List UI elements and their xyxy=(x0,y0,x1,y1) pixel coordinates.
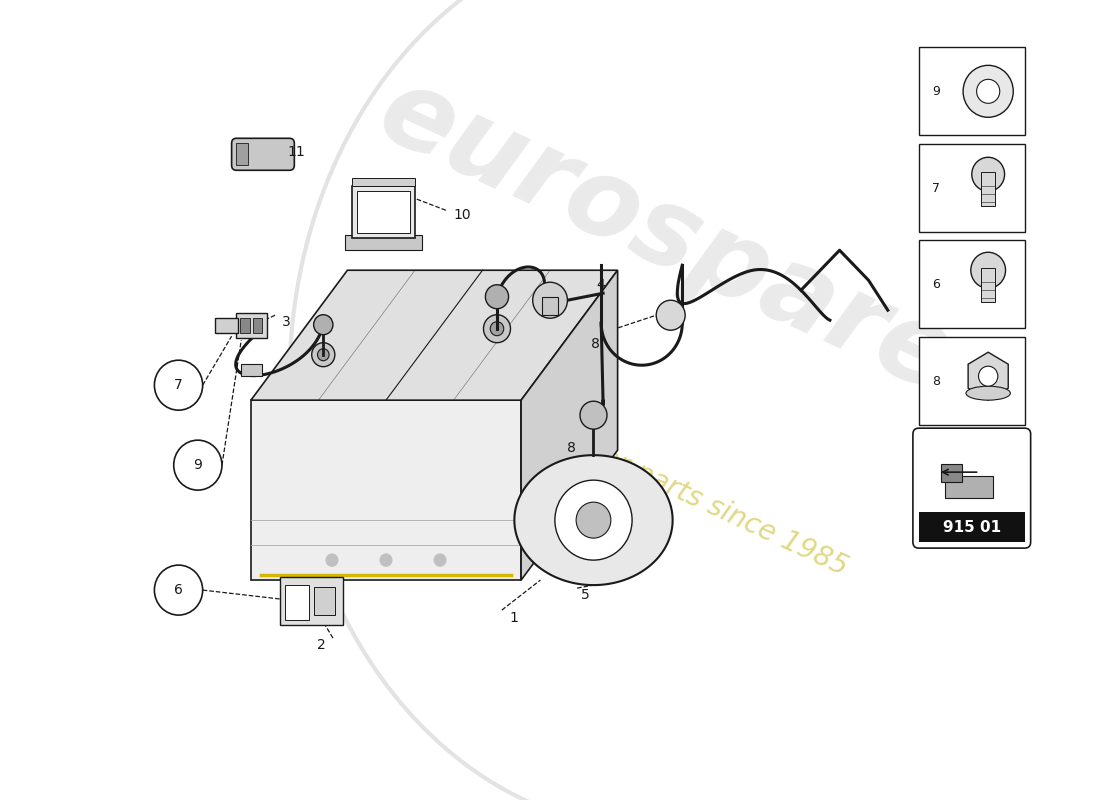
Bar xyxy=(279,577,342,625)
Text: 8: 8 xyxy=(932,374,940,388)
Bar xyxy=(240,318,250,334)
Bar xyxy=(241,364,263,376)
Bar xyxy=(285,585,309,620)
Text: 3: 3 xyxy=(282,315,290,330)
Text: 9: 9 xyxy=(194,458,202,472)
FancyBboxPatch shape xyxy=(913,428,1031,548)
Circle shape xyxy=(971,158,1004,191)
Circle shape xyxy=(485,285,508,309)
Text: 1: 1 xyxy=(509,611,518,625)
Text: 9: 9 xyxy=(932,85,940,98)
Text: 7: 7 xyxy=(932,182,940,194)
Circle shape xyxy=(434,554,446,566)
FancyBboxPatch shape xyxy=(232,138,295,170)
Circle shape xyxy=(311,342,334,366)
Bar xyxy=(352,186,415,238)
Bar xyxy=(314,587,334,615)
Bar xyxy=(945,476,993,498)
Circle shape xyxy=(964,66,1013,118)
Bar xyxy=(358,191,410,234)
Circle shape xyxy=(576,502,610,538)
Text: eurospares: eurospares xyxy=(362,58,1027,443)
Text: 6: 6 xyxy=(932,278,940,290)
Bar xyxy=(236,314,267,338)
Polygon shape xyxy=(521,270,617,580)
Bar xyxy=(918,338,1025,425)
Circle shape xyxy=(154,360,202,410)
Bar xyxy=(253,318,263,334)
Circle shape xyxy=(977,79,1000,103)
Text: 4: 4 xyxy=(596,278,605,292)
Bar xyxy=(918,144,1025,232)
Bar xyxy=(918,240,1025,328)
Circle shape xyxy=(580,401,607,429)
Bar xyxy=(542,298,558,315)
Bar xyxy=(352,178,415,186)
Text: 915 01: 915 01 xyxy=(943,520,1001,534)
Circle shape xyxy=(532,282,568,318)
Circle shape xyxy=(971,252,1005,288)
Bar xyxy=(236,143,248,166)
Circle shape xyxy=(484,314,510,342)
Bar xyxy=(940,464,962,482)
Text: 2: 2 xyxy=(317,638,326,652)
Circle shape xyxy=(554,480,632,560)
Circle shape xyxy=(174,440,222,490)
Bar xyxy=(918,512,1025,542)
Text: a passion for parts since 1985: a passion for parts since 1985 xyxy=(460,378,852,582)
Circle shape xyxy=(327,554,338,566)
Text: 7: 7 xyxy=(174,378,183,392)
Circle shape xyxy=(491,322,504,336)
Circle shape xyxy=(381,554,392,566)
Circle shape xyxy=(979,366,998,386)
Bar xyxy=(918,47,1025,135)
Text: 6: 6 xyxy=(174,583,183,597)
Text: 10: 10 xyxy=(453,208,471,222)
Bar xyxy=(344,235,421,250)
Circle shape xyxy=(314,314,333,334)
Text: 8: 8 xyxy=(591,338,600,351)
Ellipse shape xyxy=(966,386,1011,400)
Polygon shape xyxy=(515,455,672,585)
Polygon shape xyxy=(251,270,617,400)
Circle shape xyxy=(154,565,202,615)
Polygon shape xyxy=(251,400,521,580)
Bar xyxy=(981,268,994,302)
Bar xyxy=(981,172,994,206)
Circle shape xyxy=(318,349,329,361)
Text: 11: 11 xyxy=(287,146,306,159)
Circle shape xyxy=(657,300,685,330)
Bar xyxy=(216,318,239,334)
Text: 5: 5 xyxy=(581,588,590,602)
Text: 8: 8 xyxy=(568,441,576,455)
